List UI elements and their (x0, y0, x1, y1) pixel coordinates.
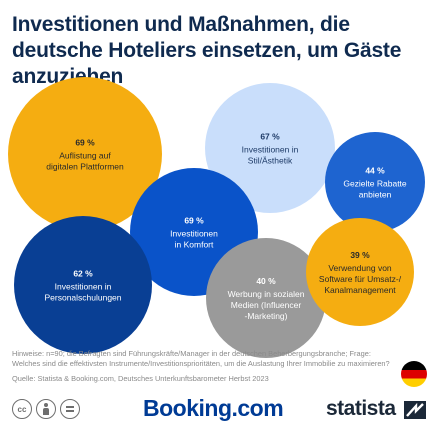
germany-flag-icon (401, 361, 427, 387)
bubble-category-label: Verwendung von Software für Umsatz-/Kanal… (319, 263, 402, 295)
bubble: 69 % Auflistung auf digitalen Plattformen (8, 77, 162, 231)
bubble-value-label: 69 % (75, 138, 95, 148)
bubble: 67 % Investitionen in Stil/Ästhetik (205, 83, 335, 213)
chart-source: Quelle: Statista & Booking.com, Deutsche… (12, 374, 269, 383)
bubble: 62 % Investitionen in Personalschulungen (14, 216, 152, 354)
bubble: 69 % Investitionen in Komfort (130, 168, 258, 296)
bubble-value-label: 39 % (350, 250, 370, 260)
bubble-value-label: 44 % (365, 166, 385, 176)
bubble-value-label: 62 % (73, 269, 93, 279)
creative-commons-icon[interactable]: cc (12, 399, 32, 419)
bubble-circle (206, 238, 326, 358)
bubble-circle (14, 216, 152, 354)
bubble-value-label: 40 % (256, 276, 276, 286)
bubble-circle (325, 132, 425, 232)
bubble-circle (205, 83, 335, 213)
bubble-value-label: 69 % (184, 216, 204, 226)
bubble-category-label: Investitionen in Stil/Ästhetik (242, 145, 299, 166)
license-icons: cc (12, 399, 80, 419)
bubble-category-label: Auflistung auf digitalen Plattformen (46, 151, 124, 172)
bubble-category-label: Investitionen in Personalschulungen (44, 282, 121, 303)
bubble-circle (306, 218, 414, 326)
bubble-value-label: 67 % (260, 132, 280, 142)
bubble: 44 % Gezielte Rabatte anbieten (325, 132, 425, 232)
bubble-category-label: Gezielte Rabatte anbieten (343, 179, 407, 200)
statista-logo-icon (404, 401, 426, 419)
bubble: 39 % Verwendung von Software für Umsatz-/K… (306, 218, 414, 326)
bubble-circle (130, 168, 258, 296)
chart-title: Investitionen und Maßnahmen, die deutsch… (12, 13, 402, 88)
bubble-category-label: Werbung in sozialen Medien (Influencer -Ma… (228, 289, 305, 321)
bubble-category-label: Investitionen in Komfort (170, 229, 218, 250)
chart-notes: Hinweise: n=90; die Befragten sind Führu… (12, 349, 390, 368)
bubble-circle (8, 77, 162, 231)
no-derivatives-equals-icon[interactable] (60, 399, 80, 419)
footer: cc Booking.com statista (0, 395, 440, 432)
booking-logo[interactable]: Booking.com (143, 395, 284, 421)
bubble: 40 % Werbung in sozialen Medien (Influence… (206, 238, 326, 358)
attribution-person-icon[interactable] (36, 399, 56, 419)
statista-logo[interactable]: statista (326, 397, 396, 420)
